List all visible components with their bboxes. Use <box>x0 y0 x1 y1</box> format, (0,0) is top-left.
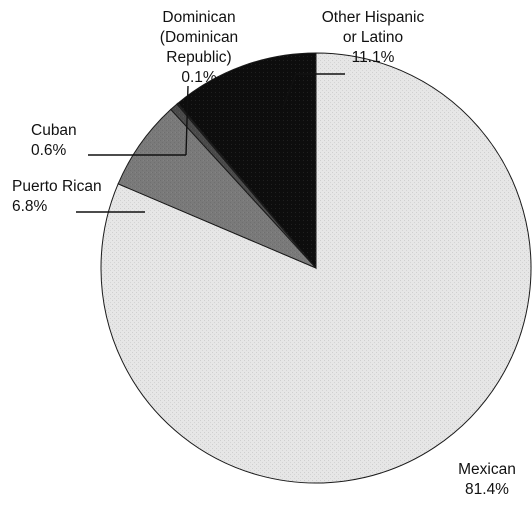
slice-name-label-other-hispanic-or-latino-0: Other Hispanic <box>322 9 425 26</box>
pie-slices <box>100 52 532 484</box>
leader-line-other-hispanic-or-latino <box>282 73 345 108</box>
pie-slice-texture-other-hispanic-or-latino <box>177 53 316 268</box>
pie-slice-texture-puerto-rican <box>118 109 317 269</box>
slice-name-label-dominican-dominican-republic-1: (Dominican <box>160 29 238 46</box>
slice-value-label-mexican: 81.4% <box>465 481 509 498</box>
slice-value-label-puerto-rican: 6.8% <box>12 198 48 215</box>
slice-value-label-cuban: 0.6% <box>31 142 67 159</box>
slice-value-label-other-hispanic-or-latino: 11.1% <box>352 49 395 66</box>
slice-name-label-dominican-dominican-republic-0: Dominican <box>162 9 235 26</box>
slice-name-label-other-hispanic-or-latino-1: or Latino <box>343 29 403 46</box>
leader-line-dominican-dominican-republic <box>185 85 189 156</box>
pie-labels: Mexican 81.4% Puerto Rican 6.8% Cuban 0.6% Dom… <box>12 9 516 498</box>
slice-name-label-puerto-rican-0: Puerto Rican <box>12 178 102 195</box>
slice-value-label-dominican-dominican-republic: 0.1% <box>181 69 217 86</box>
slice-name-label-mexican-0: Mexican <box>458 461 516 478</box>
slice-name-label-cuban-0: Cuban <box>31 122 77 139</box>
pie-slice-texture-cuban <box>170 104 316 268</box>
slice-name-label-dominican-dominican-republic-2: Republic) <box>166 49 231 66</box>
